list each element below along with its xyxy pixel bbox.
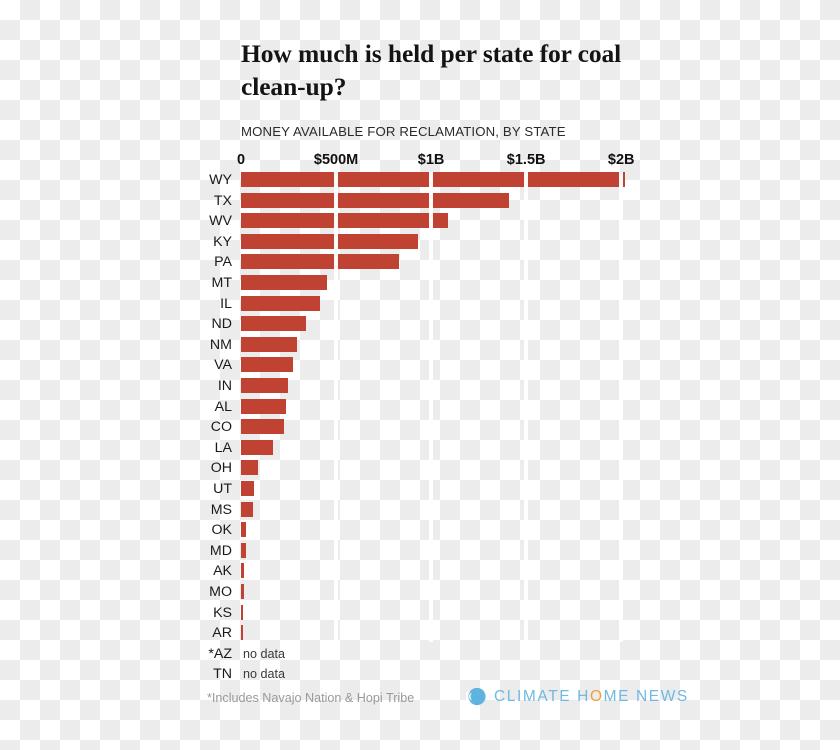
gridline-$500M bbox=[334, 172, 339, 642]
gridline-$1.5B bbox=[524, 172, 529, 642]
logo-text-accent: O bbox=[589, 687, 604, 705]
logo-wordmark: CLIMATE HOME NEWS bbox=[494, 688, 689, 706]
chart-subtitle: MONEY AVAILABLE FOR RECLAMATION, BY STAT… bbox=[241, 124, 566, 139]
bar-KY[interactable] bbox=[241, 233, 418, 249]
bar-MS[interactable] bbox=[241, 501, 253, 517]
bar-VA[interactable] bbox=[241, 357, 294, 373]
bar-row[interactable]: MD bbox=[0, 542, 840, 564]
bar-row-label-KY: KY bbox=[213, 233, 232, 250]
x-tick-0: 0 bbox=[236, 152, 246, 168]
x-axis-tick-labels: 0 $500M $1B $1.5B $2B bbox=[0, 152, 840, 170]
bar-row[interactable]: IN bbox=[0, 378, 840, 399]
climate-home-news-logo: CLIMATE HOME NEWS bbox=[465, 686, 689, 707]
chart-title: How much is held per state for coal clea… bbox=[241, 39, 622, 101]
bar-row-label-TN: TN bbox=[213, 666, 232, 683]
bar-row[interactable]: KS bbox=[0, 604, 840, 626]
bar-row-label-MO: MO bbox=[209, 584, 232, 600]
bar-row[interactable]: MO bbox=[0, 584, 840, 605]
bar-row[interactable]: WV bbox=[0, 213, 840, 234]
bar-PA[interactable] bbox=[241, 254, 399, 270]
bar-AR[interactable] bbox=[241, 625, 243, 641]
bar-row-label-AK: AK bbox=[213, 563, 232, 580]
bar-row[interactable]: *AZ no data bbox=[0, 646, 840, 667]
bar-AL[interactable] bbox=[241, 398, 286, 414]
bar-row-label-UT: UT bbox=[213, 481, 232, 497]
bar-MD[interactable] bbox=[241, 542, 246, 558]
gridline-$2B bbox=[619, 172, 624, 642]
logo-text-part2: ME NEWS bbox=[603, 687, 689, 705]
bar-row-label-IN: IN bbox=[217, 378, 232, 394]
x-tick-1: $500M bbox=[313, 152, 359, 168]
bar-row[interactable]: CO bbox=[0, 419, 840, 440]
bar-WV[interactable] bbox=[241, 213, 449, 229]
bar-row[interactable]: MT bbox=[0, 275, 840, 296]
bar-UT[interactable] bbox=[241, 481, 254, 496]
bar-row[interactable]: WY bbox=[0, 172, 840, 193]
bar-row[interactable]: OK bbox=[0, 522, 840, 543]
bar-row-label-MD: MD bbox=[209, 542, 232, 559]
bar-row-label-KS: KS bbox=[213, 604, 232, 621]
bar-row[interactable]: LA bbox=[0, 439, 840, 461]
bar-row[interactable]: KY bbox=[0, 233, 840, 255]
x-tick-2: $1B bbox=[417, 152, 445, 168]
bar-row[interactable]: VA bbox=[0, 357, 840, 378]
bar-OK[interactable] bbox=[241, 522, 247, 538]
bar-row[interactable]: PA bbox=[0, 254, 840, 275]
bar-row[interactable]: TN no data bbox=[0, 666, 840, 687]
bar-row-label-AL: AL bbox=[214, 398, 232, 415]
bar-row-label-LA: LA bbox=[214, 439, 232, 456]
x-tick-3: $1.5B bbox=[506, 152, 546, 168]
bar-NM[interactable] bbox=[241, 336, 298, 352]
bar-row[interactable]: MS bbox=[0, 501, 840, 523]
bar-row[interactable]: AR bbox=[0, 625, 840, 646]
bar-row-label-CO: CO bbox=[210, 419, 232, 436]
no-data-label: no data bbox=[243, 646, 286, 661]
bar-row-label-ND: ND bbox=[211, 316, 233, 333]
bar-row-label-PA: PA bbox=[214, 254, 232, 271]
bar-row-label-NM: NM bbox=[209, 336, 232, 353]
bar-row-label-AZ: *AZ bbox=[208, 645, 232, 662]
bar-row-label-VA: VA bbox=[214, 357, 232, 374]
bar-AK[interactable] bbox=[241, 563, 245, 579]
logo-text-part1: CLIMATE H bbox=[494, 687, 590, 705]
bar-row-label-WV: WV bbox=[209, 213, 232, 230]
bar-row[interactable]: AL bbox=[0, 398, 840, 420]
water-droplet-icon bbox=[465, 686, 487, 707]
bar-plot-area: WY TX WV KY PA MT IL ND NM VA IN AL CO LA OH UT MS OK MD AK… bbox=[0, 172, 840, 682]
bar-row-label-MT: MT bbox=[211, 275, 233, 291]
bar-row-label-MS: MS bbox=[210, 501, 232, 518]
bar-ND[interactable] bbox=[241, 316, 306, 332]
bar-TX[interactable] bbox=[241, 192, 510, 208]
bar-row[interactable]: TX bbox=[0, 192, 840, 214]
x-tick-4: $2B bbox=[607, 152, 635, 168]
no-data-label: no data bbox=[243, 667, 286, 682]
bar-IL[interactable] bbox=[241, 295, 320, 311]
bar-row-label-WY: WY bbox=[209, 172, 232, 188]
bar-MO[interactable] bbox=[241, 584, 244, 599]
bar-row[interactable]: AK bbox=[0, 563, 840, 584]
bar-row[interactable]: IL bbox=[0, 295, 840, 317]
bar-CO[interactable] bbox=[241, 419, 284, 435]
bar-row-label-IL: IL bbox=[220, 295, 232, 312]
bar-LA[interactable] bbox=[241, 439, 274, 455]
bar-row-label-OK: OK bbox=[211, 522, 233, 539]
bar-row[interactable]: NM bbox=[0, 336, 840, 358]
bar-KS[interactable] bbox=[241, 604, 243, 620]
bar-IN[interactable] bbox=[241, 378, 288, 393]
bar-OH[interactable] bbox=[241, 460, 259, 476]
bar-row-label-AR: AR bbox=[212, 625, 232, 642]
bar-MT[interactable] bbox=[241, 275, 328, 290]
bar-row[interactable]: OH bbox=[0, 460, 840, 481]
gridline-$1B bbox=[429, 172, 434, 642]
bar-row-label-OH: OH bbox=[210, 460, 232, 477]
bar-row-label-TX: TX bbox=[213, 192, 232, 209]
bar-row[interactable]: UT bbox=[0, 481, 840, 502]
bar-row[interactable]: ND bbox=[0, 316, 840, 337]
chart-footnote: *Includes Navajo Nation & Hopi Tribe bbox=[207, 691, 415, 705]
